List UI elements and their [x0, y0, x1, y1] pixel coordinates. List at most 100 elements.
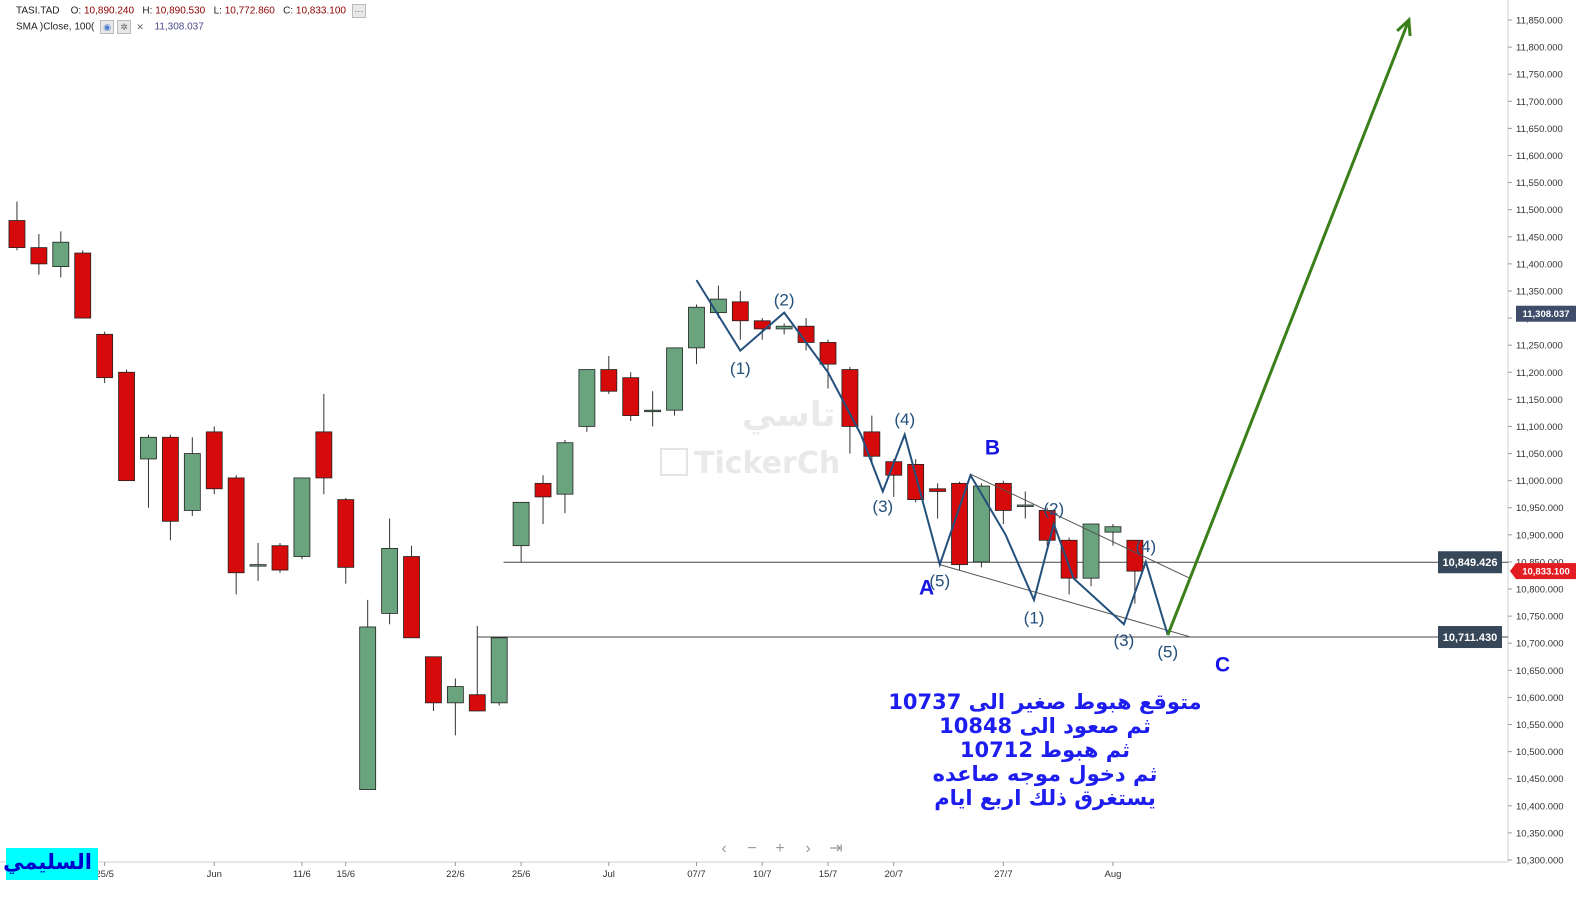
eye-icon[interactable]: ◉ [100, 20, 115, 34]
channel-line[interactable] [939, 564, 1190, 638]
candle-body[interactable] [381, 547, 399, 614]
candle-body[interactable] [446, 686, 464, 704]
y-tick-label: 11,200.000 [1516, 368, 1563, 379]
close-icon[interactable]: ✕ [136, 22, 144, 32]
chevron-left-icon[interactable]: ‹ [721, 840, 727, 857]
x-tick-label: 20/7 [885, 869, 904, 880]
channel-line[interactable] [970, 473, 1190, 579]
candle-body[interactable] [118, 371, 135, 482]
candle-body[interactable] [140, 436, 157, 460]
candle-body[interactable] [52, 241, 70, 267]
candle-body[interactable] [688, 306, 705, 349]
projected-wave-path[interactable] [1072, 558, 1169, 636]
candle-body[interactable] [819, 342, 837, 365]
high-value: 10,890.530 [155, 5, 206, 17]
y-tick-label: 11,100.000 [1516, 422, 1563, 433]
candle-body[interactable] [929, 488, 946, 492]
y-tick-label: 10,850.000 [1516, 557, 1564, 568]
x-tick-label: 22/6 [446, 869, 465, 880]
candle-body[interactable] [622, 377, 640, 417]
candle-body[interactable] [425, 656, 442, 704]
candle-body[interactable] [994, 482, 1012, 511]
candle-body[interactable] [315, 431, 333, 479]
candle-body[interactable] [1082, 523, 1100, 579]
y-tick-label: 11,450.000 [1516, 232, 1563, 243]
y-tick-label: 10,650.000 [1516, 666, 1564, 677]
watermark-logo-icon [660, 448, 688, 476]
candle-body[interactable] [644, 409, 662, 413]
y-tick-label: 10,450.000 [1516, 774, 1564, 785]
sma-price-tag-label: 11,308.037 [1522, 309, 1569, 320]
minus-icon[interactable]: − [747, 840, 757, 857]
candle-body[interactable] [96, 333, 114, 379]
forecast-note-line: متوقع هبوط صغير الى 10737 [888, 690, 1202, 714]
x-tick-label: Jun [207, 869, 222, 880]
candle-body[interactable] [8, 220, 26, 249]
candle-body[interactable] [359, 626, 377, 790]
wave-label: (4) [894, 410, 915, 429]
sma-header: SMA )Close, 100( ◉ ✲ ✕ 11,308.037 [16, 20, 204, 34]
gear-icon[interactable]: ✲ [117, 20, 132, 34]
x-tick-label: 11/6 [293, 869, 311, 880]
plus-icon[interactable]: + [775, 840, 785, 857]
elliott-wave-path[interactable] [695, 279, 1075, 603]
candle-body[interactable] [205, 431, 223, 490]
candle-body[interactable] [775, 325, 793, 330]
more-icon[interactable]: ⋯ [351, 4, 366, 18]
y-tick-label: 11,650.000 [1516, 124, 1563, 135]
candle-body[interactable] [293, 477, 311, 557]
y-tick-label: 10,950.000 [1516, 503, 1564, 514]
candle-body[interactable] [973, 485, 990, 563]
candle-body[interactable] [1016, 504, 1034, 507]
last-price-pointer [1510, 563, 1516, 580]
candle-body[interactable] [863, 431, 881, 457]
candle-body[interactable] [337, 499, 355, 568]
candle-body[interactable] [951, 482, 968, 566]
candle-body[interactable] [578, 369, 596, 427]
forecast-arrowhead [1396, 16, 1412, 37]
candle-body[interactable] [161, 436, 179, 522]
candle-body[interactable] [600, 369, 618, 392]
candle-body[interactable] [731, 301, 749, 322]
candle-body[interactable] [468, 694, 486, 712]
wave-label: (3) [872, 497, 893, 516]
candle-body[interactable] [74, 252, 92, 319]
forecast-arrow-line[interactable] [1166, 19, 1411, 636]
x-tick-label: 27/7 [994, 869, 1013, 880]
candle-body[interactable] [227, 477, 245, 574]
candle-body[interactable] [556, 442, 574, 495]
candle-body[interactable] [403, 556, 420, 639]
last-price-tag[interactable] [1516, 563, 1576, 580]
symbol-label[interactable]: TASI.TAD [16, 5, 60, 17]
y-tick-label: 10,750.000 [1516, 612, 1564, 623]
candle-body[interactable] [271, 545, 289, 571]
skip-end-icon[interactable]: ⇥ [829, 840, 843, 857]
candle-body[interactable] [666, 347, 683, 411]
chevron-right-icon[interactable]: › [805, 840, 811, 857]
candle-body[interactable] [534, 482, 552, 498]
candle-body[interactable] [1060, 539, 1078, 579]
sma-value: 11,308.037 [154, 21, 204, 33]
open-value: 10,890.240 [84, 5, 135, 17]
candle-body[interactable] [512, 501, 530, 547]
x-tick-label: Jul [603, 869, 615, 880]
level-price-tag[interactable] [1438, 626, 1502, 649]
watermark-brand: TickerCh [660, 446, 840, 481]
candle-body[interactable] [249, 564, 267, 567]
candle-body[interactable] [30, 247, 48, 265]
candle-body[interactable] [841, 369, 859, 427]
y-tick-label: 10,600.000 [1516, 693, 1564, 704]
candle-body[interactable] [1104, 526, 1122, 533]
y-tick-label: 11,700.000 [1516, 97, 1563, 108]
sma-indicator-label[interactable]: SMA )Close, 100( [16, 21, 95, 33]
y-tick-label: 11,150.000 [1516, 395, 1563, 406]
low-value: 10,772.860 [224, 5, 275, 17]
candle-body[interactable] [490, 637, 508, 704]
candle-body[interactable] [183, 453, 201, 511]
level-price-tag[interactable] [1438, 551, 1502, 574]
high-label: H: [142, 5, 153, 17]
x-tick-label: 25/5 [95, 869, 114, 880]
sma-price-tag[interactable] [1516, 305, 1576, 322]
